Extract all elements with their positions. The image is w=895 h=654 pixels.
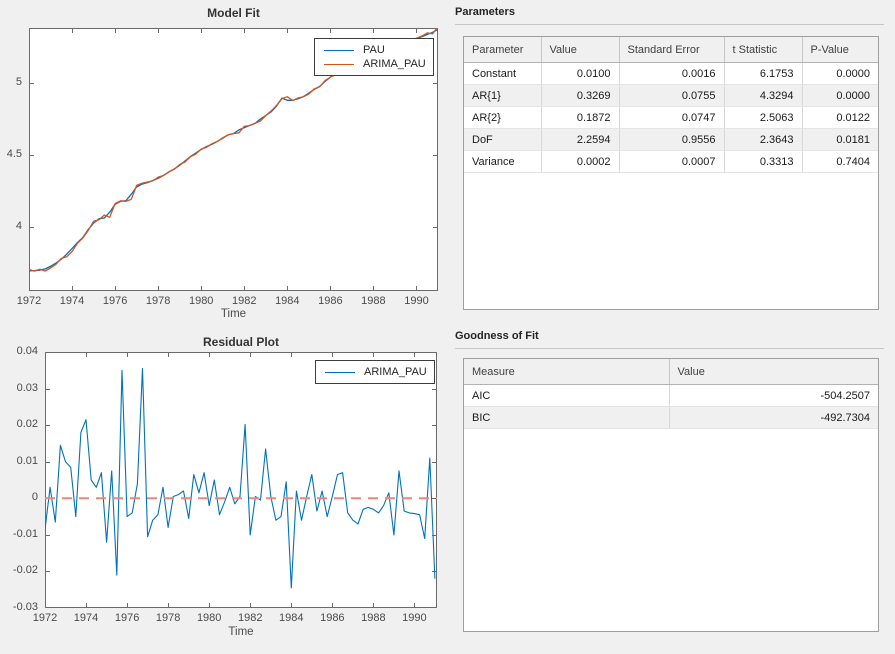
x-tick-label: 1988 xyxy=(361,612,386,624)
legend-label: PAU xyxy=(363,44,385,56)
y-tick-label: 4.5 xyxy=(6,148,22,161)
row-label: AR{2} xyxy=(464,106,542,129)
cell-value: 0.7404 xyxy=(802,150,878,173)
cell-value: 0.0000 xyxy=(802,84,878,107)
legend-line-sample xyxy=(324,49,354,51)
x-tick-label: 1972 xyxy=(32,612,58,624)
y-tick-label: -0.02 xyxy=(12,564,38,577)
x-tick-label: 1980 xyxy=(196,612,222,624)
cell-value: 0.0100 xyxy=(541,62,620,85)
table-row[interactable]: AR{2} 0.1872 0.0747 2.5063 0.0122 xyxy=(464,106,878,129)
y-tick-label: 0.04 xyxy=(16,345,38,357)
column-header: t Statistic xyxy=(724,37,803,63)
x-tick-label: 1986 xyxy=(320,612,345,624)
y-tick-label: 5 xyxy=(15,75,22,88)
x-tick-label: 1990 xyxy=(402,612,427,624)
x-tick-label: 1988 xyxy=(361,295,386,307)
model-fit-chart: Model Fit Time PAU ARIMA_PAU 1972 1974 1976… xyxy=(0,0,455,330)
column-header: Parameter xyxy=(464,37,542,63)
residual-plot-x-axis-label: Time xyxy=(228,626,254,638)
residual-plot-chart: Residual Plot Time ARIMA_PAU 1972 1974 197… xyxy=(0,330,455,654)
row-label: BIC xyxy=(464,406,670,429)
legend-entry: ARIMA_PAU xyxy=(325,365,427,379)
table-row[interactable]: AR{1} 0.3269 0.0755 4.3294 0.0000 xyxy=(464,84,878,107)
column-header: Standard Error xyxy=(619,37,725,63)
y-tick-label: -0.03 xyxy=(12,601,38,613)
table-row[interactable]: Variance 0.0002 0.0007 0.3313 0.7404 xyxy=(464,150,878,173)
cell-value: 2.5063 xyxy=(724,106,803,129)
cell-value: 0.9556 xyxy=(619,128,725,151)
cell-value: 0.0002 xyxy=(541,150,620,173)
cell-value: 2.3643 xyxy=(724,128,803,151)
parameters-table: Parameter Value Standard Error t Statistic P… xyxy=(463,36,879,310)
row-label: AR{1} xyxy=(464,84,542,107)
cell-value: 4.3294 xyxy=(724,84,803,107)
cell-value: 0.3313 xyxy=(724,150,803,173)
y-tick-label: -0.01 xyxy=(12,527,38,540)
x-tick-label: 1982 xyxy=(237,612,263,624)
y-tick-label: 0.02 xyxy=(16,418,38,431)
cell-value: 0.0000 xyxy=(802,62,878,85)
x-tick-label: 1984 xyxy=(275,295,300,307)
table-header-row: Parameter Value Standard Error t Statistic P… xyxy=(464,37,878,63)
cell-value: -492.7304 xyxy=(669,406,878,429)
cell-value: 0.0016 xyxy=(619,62,725,85)
residual-plot-area[interactable] xyxy=(45,352,437,608)
cell-value: 0.0747 xyxy=(619,106,725,129)
x-tick-label: 1986 xyxy=(318,295,343,307)
goodness-of-fit-section-title: Goodness of Fit xyxy=(455,330,884,349)
cell-value: 0.0122 xyxy=(802,106,878,129)
column-header: Measure xyxy=(464,359,670,385)
model-fit-x-axis-label: Time xyxy=(220,308,247,320)
cell-value: 2.2594 xyxy=(541,128,620,151)
table-row[interactable]: DoF 2.2594 0.9556 2.3643 0.0181 xyxy=(464,128,878,151)
x-tick-label: 1976 xyxy=(114,612,140,624)
model-fit-legend[interactable]: PAU ARIMA_PAU xyxy=(314,38,434,76)
y-tick-label: 0.03 xyxy=(16,381,38,394)
y-tick-label: 0 xyxy=(31,491,38,504)
cell-value: 6.1753 xyxy=(724,62,803,85)
column-header: Value xyxy=(541,37,620,63)
row-label: AIC xyxy=(464,384,670,407)
column-header: Value xyxy=(669,359,878,385)
cell-value: -504.2507 xyxy=(669,384,878,407)
column-header: P-Value xyxy=(802,37,878,63)
x-tick-label: 1978 xyxy=(145,295,171,307)
x-tick-label: 1990 xyxy=(404,295,429,307)
x-tick-label: 1984 xyxy=(279,612,304,624)
x-tick-label: 1972 xyxy=(16,295,42,307)
row-label: Constant xyxy=(464,62,542,85)
legend-line-sample xyxy=(325,371,355,373)
x-tick-label: 1982 xyxy=(232,295,257,307)
y-tick-label: 0.01 xyxy=(16,454,38,467)
cell-value: 0.0007 xyxy=(619,150,725,173)
table-row[interactable]: Constant 0.0100 0.0016 6.1753 0.0000 xyxy=(464,62,878,85)
legend-entry: PAU xyxy=(324,43,426,57)
x-tick-label: 1974 xyxy=(59,295,85,307)
table-header-row: Measure Value xyxy=(464,359,878,385)
goodness-of-fit-table: Measure Value AIC -504.2507 BIC -492.7304 xyxy=(463,358,879,632)
residual-plot-title: Residual Plot xyxy=(202,335,279,349)
legend-label: ARIMA_PAU xyxy=(364,366,427,378)
cell-value: 0.3269 xyxy=(541,84,620,107)
x-tick-label: 1976 xyxy=(102,295,128,307)
row-label: Variance xyxy=(464,150,542,173)
table-row[interactable]: AIC -504.2507 xyxy=(464,384,878,407)
cell-value: 0.1872 xyxy=(541,106,620,129)
parameters-section-title: Parameters xyxy=(455,6,884,25)
table-row[interactable]: BIC -492.7304 xyxy=(464,406,878,429)
y-tick-label: 4 xyxy=(15,220,22,233)
row-label: DoF xyxy=(464,128,542,151)
cell-value: 0.0181 xyxy=(802,128,878,151)
legend-label: ARIMA_PAU xyxy=(363,58,426,70)
legend-entry: ARIMA_PAU xyxy=(324,57,426,71)
x-tick-label: 1974 xyxy=(73,612,99,624)
residual-plot-legend[interactable]: ARIMA_PAU xyxy=(315,360,435,384)
x-tick-label: 1978 xyxy=(155,612,181,624)
cell-value: 0.0755 xyxy=(619,84,725,107)
legend-line-sample xyxy=(324,63,354,65)
x-tick-label: 1980 xyxy=(188,295,214,307)
model-fit-title: Model Fit xyxy=(207,6,260,20)
